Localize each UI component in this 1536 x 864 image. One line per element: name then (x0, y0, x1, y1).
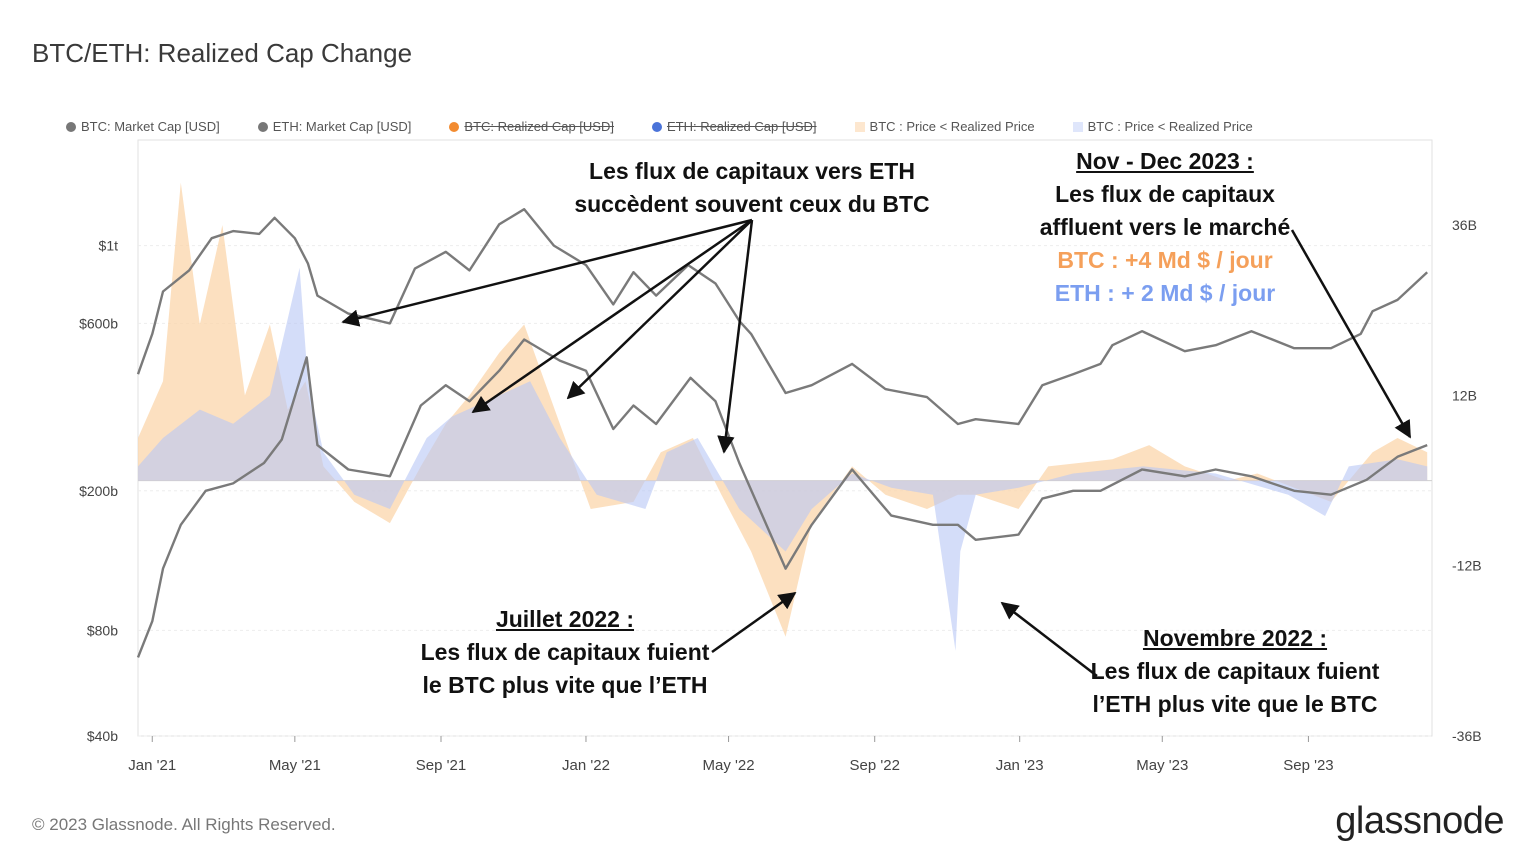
eth-market-cap-line (136, 338, 1428, 658)
y-right-tick-label: -36B (1452, 728, 1482, 744)
annotation-novembre-line2: l’ETH plus vite que le BTC (1092, 691, 1378, 717)
arrow-novembre-2022 (1000, 601, 1098, 677)
y-left-tick-label: $40b (87, 728, 118, 744)
legend-label: BTC : Price < Realized Price (869, 119, 1035, 134)
annotation-flux-line2: succèdent souvent ceux du BTC (574, 191, 930, 217)
annotation-nov-dec-line2: affluent vers le marché (1039, 214, 1291, 240)
legend-item-btc-market-cap[interactable]: BTC: Market Cap [USD] (66, 119, 220, 134)
x-tick-label: May '22 (703, 757, 755, 774)
legend-label: ETH: Market Cap [USD] (272, 119, 412, 134)
y-left-tick-label: $80b (87, 622, 118, 638)
annotation-nov-dec-eth: ETH : + 2 Md $ / jour (1054, 280, 1276, 306)
arrow-flux-may21 (341, 218, 753, 327)
annotation-juillet-title: Juillet 2022 : (495, 606, 635, 632)
annotation-flux-line1: Les flux de capitaux vers ETH (589, 158, 915, 184)
chart-title: BTC/ETH: Realized Cap Change (32, 38, 413, 68)
y-right-tick-label: 12B (1452, 387, 1477, 403)
x-tick-label: Sep '21 (416, 757, 466, 774)
annotation-nov-dec-btc: BTC : +4 Md $ / jour (1057, 247, 1273, 273)
legend-label: ETH: Realized Cap [USD] (666, 119, 817, 134)
legend-item-eth-realized-cap[interactable]: ETH: Realized Cap [USD] (651, 119, 817, 134)
arrow-nov-dec-2023 (1290, 229, 1412, 439)
legend-item-btc-price-below-realized[interactable]: BTC : Price < Realized Price (854, 119, 1035, 134)
btc-market-cap-line (136, 208, 1429, 426)
y-left-tick-label: $200b (79, 483, 118, 499)
x-tick-label: Sep '22 (850, 757, 900, 774)
legend-dot (66, 121, 76, 132)
legend-label: BTC : Price < Realized Price (1087, 119, 1253, 134)
annotation-flux: Les flux de capitaux vers ETH succèdent … (562, 155, 942, 221)
annotation-juillet-line1: Les flux de capitaux fuient (420, 639, 710, 665)
x-tick-label: Jan '21 (128, 757, 176, 774)
y-right-tick-label: -12B (1452, 558, 1482, 574)
legend-dot (449, 121, 460, 132)
annotation-juillet-line2: le BTC plus vite que l’ETH (422, 672, 708, 698)
annotation-novembre-line1: Les flux de capitaux fuient (1090, 658, 1380, 684)
legend-dot (651, 121, 662, 132)
glassnode-logo: glassnode (1335, 800, 1504, 842)
arrow-juillet-2022 (711, 591, 797, 654)
legend-label: BTC: Market Cap [USD] (81, 119, 220, 134)
x-tick-label: Sep '23 (1283, 757, 1333, 774)
x-tick-label: May '23 (1136, 757, 1188, 774)
annotation-nov-dec-line1: Les flux de capitaux (1055, 181, 1275, 207)
annotation-nov-dec-title: Nov - Dec 2023 : (1076, 148, 1254, 174)
y-left-tick-label: $1t (99, 238, 119, 254)
annotation-juillet-2022: Juillet 2022 : Les flux de capitaux fuie… (410, 603, 720, 702)
x-tick-label: Jan '23 (996, 757, 1044, 774)
legend-dot (257, 121, 268, 132)
legend-swatch (1072, 121, 1083, 132)
annotation-novembre-2022: Novembre 2022 : Les flux de capitaux fui… (1082, 622, 1388, 721)
annotation-novembre-title: Novembre 2022 : (1142, 625, 1328, 651)
y-right-tick-label: 36B (1452, 217, 1477, 233)
annotation-nov-dec-2023: Nov - Dec 2023 : Les flux de capitaux af… (1030, 145, 1300, 310)
arrow-flux-apr22 (717, 219, 754, 454)
legend-item-btc-realized-cap[interactable]: BTC: Realized Cap [USD] (449, 119, 614, 134)
legend-item-btc-price-below-realized-2[interactable]: BTC : Price < Realized Price (1072, 119, 1253, 134)
x-tick-label: May '21 (269, 757, 321, 774)
legend-label: BTC: Realized Cap [USD] (464, 119, 614, 134)
arrow-flux-nov21 (566, 219, 753, 400)
arrow-flux-oct21 (471, 218, 753, 414)
legend-item-eth-market-cap[interactable]: ETH: Market Cap [USD] (257, 119, 412, 134)
x-tick-label: Jan '22 (562, 757, 610, 774)
y-left-tick-label: $600b (79, 315, 118, 331)
legend-swatch (854, 121, 865, 132)
legend: BTC: Market Cap [USD] ETH: Market Cap [U… (66, 119, 1291, 134)
copyright-footer: © 2023 Glassnode. All Rights Reserved. (32, 815, 336, 834)
